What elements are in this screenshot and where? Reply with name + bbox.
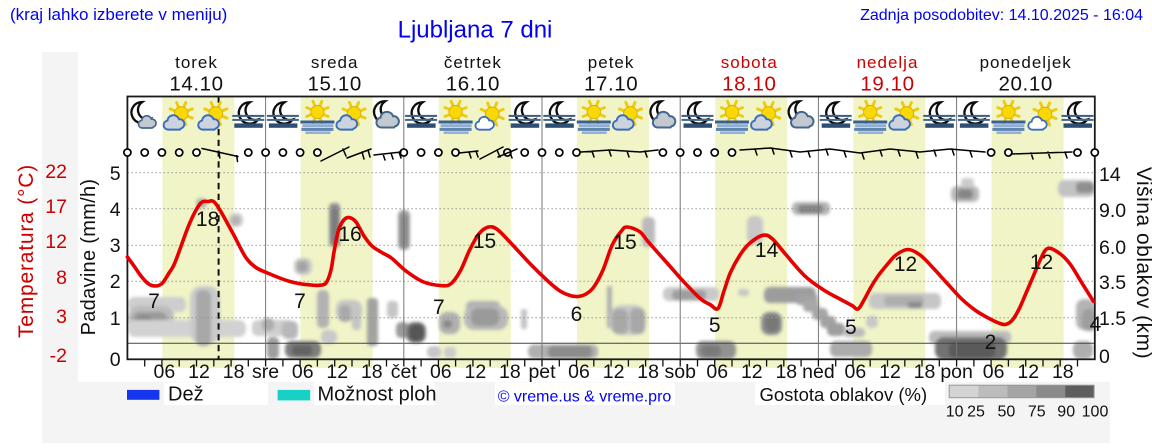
svg-text:Višina oblakov (km): Višina oblakov (km) bbox=[1132, 167, 1152, 359]
svg-text:25: 25 bbox=[967, 404, 985, 421]
svg-text:06: 06 bbox=[983, 361, 1005, 383]
svg-text:20.10: 20.10 bbox=[999, 73, 1053, 96]
svg-text:18: 18 bbox=[637, 361, 659, 383]
svg-text:18: 18 bbox=[223, 361, 245, 383]
svg-text:Padavine (mm/h): Padavine (mm/h) bbox=[78, 179, 100, 336]
svg-text:22: 22 bbox=[45, 161, 67, 183]
svg-text:sre: sre bbox=[252, 361, 279, 383]
svg-text:18: 18 bbox=[499, 361, 521, 383]
svg-text:12: 12 bbox=[1030, 251, 1053, 274]
svg-text:četrtek: četrtek bbox=[444, 53, 502, 72]
svg-text:© vreme.us & vreme.pro: © vreme.us & vreme.pro bbox=[498, 389, 672, 406]
svg-text:14: 14 bbox=[755, 239, 779, 262]
svg-text:18: 18 bbox=[196, 208, 219, 231]
svg-text:18: 18 bbox=[1052, 361, 1074, 383]
svg-text:0: 0 bbox=[1099, 346, 1110, 368]
svg-text:16.10: 16.10 bbox=[446, 73, 500, 96]
svg-text:100: 100 bbox=[1082, 404, 1109, 421]
svg-text:petek: petek bbox=[588, 53, 635, 72]
svg-text:ned: ned bbox=[802, 361, 835, 383]
svg-text:7: 7 bbox=[294, 290, 306, 313]
svg-text:90: 90 bbox=[1057, 404, 1075, 421]
svg-text:12: 12 bbox=[1017, 361, 1039, 383]
svg-text:14: 14 bbox=[1099, 164, 1121, 186]
svg-text:ponedeljek: ponedeljek bbox=[980, 53, 1072, 72]
svg-text:12: 12 bbox=[603, 361, 625, 383]
svg-text:15: 15 bbox=[473, 230, 496, 253]
svg-text:7: 7 bbox=[433, 296, 445, 319]
svg-text:Zadnja posodobitev: 14.10.2025: Zadnja posodobitev: 14.10.2025 - 16:04 bbox=[860, 7, 1143, 24]
svg-text:06: 06 bbox=[706, 361, 728, 383]
svg-text:2: 2 bbox=[985, 331, 997, 354]
svg-text:06: 06 bbox=[430, 361, 452, 383]
svg-text:12: 12 bbox=[188, 361, 210, 383]
svg-text:sobota: sobota bbox=[721, 53, 778, 72]
svg-text:Temperatura (°C): Temperatura (°C) bbox=[15, 164, 38, 338]
svg-text:2: 2 bbox=[110, 271, 121, 293]
svg-text:06: 06 bbox=[845, 361, 867, 383]
svg-text:12: 12 bbox=[45, 231, 67, 253]
svg-text:sreda: sreda bbox=[311, 53, 359, 72]
svg-text:17.10: 17.10 bbox=[584, 73, 638, 96]
svg-text:1: 1 bbox=[110, 308, 121, 330]
svg-text:18: 18 bbox=[775, 361, 797, 383]
svg-text:nedelja: nedelja bbox=[857, 53, 919, 72]
svg-text:5: 5 bbox=[845, 316, 857, 339]
svg-text:5: 5 bbox=[709, 314, 721, 337]
svg-text:12: 12 bbox=[326, 361, 348, 383]
svg-text:sob: sob bbox=[664, 361, 696, 383]
svg-text:-2: -2 bbox=[50, 345, 67, 367]
svg-text:16: 16 bbox=[338, 223, 361, 246]
svg-text:12: 12 bbox=[879, 361, 901, 383]
svg-text:12: 12 bbox=[465, 361, 487, 383]
svg-text:18.10: 18.10 bbox=[722, 73, 776, 96]
svg-text:pet: pet bbox=[528, 361, 556, 383]
svg-text:17: 17 bbox=[45, 196, 67, 218]
svg-text:Dež: Dež bbox=[168, 384, 204, 406]
svg-text:4: 4 bbox=[1090, 313, 1102, 336]
svg-text:3: 3 bbox=[110, 235, 121, 257]
svg-text:4: 4 bbox=[110, 199, 121, 221]
svg-text:18: 18 bbox=[361, 361, 383, 383]
svg-text:18: 18 bbox=[914, 361, 936, 383]
svg-text:torek: torek bbox=[175, 53, 218, 72]
svg-text:8: 8 bbox=[56, 267, 67, 289]
svg-text:7: 7 bbox=[148, 290, 160, 313]
svg-text:19.10: 19.10 bbox=[860, 73, 914, 96]
svg-text:15: 15 bbox=[613, 231, 636, 254]
svg-text:06: 06 bbox=[292, 361, 314, 383]
svg-text:Gostota oblakov (%): Gostota oblakov (%) bbox=[760, 384, 928, 405]
svg-text:12: 12 bbox=[741, 361, 763, 383]
svg-text:75: 75 bbox=[1028, 404, 1046, 421]
svg-text:6: 6 bbox=[571, 303, 583, 326]
svg-text:15.10: 15.10 bbox=[308, 73, 362, 96]
svg-text:06: 06 bbox=[154, 361, 176, 383]
svg-text:5: 5 bbox=[110, 163, 121, 185]
svg-text:9.0: 9.0 bbox=[1099, 200, 1126, 222]
svg-text:6.0: 6.0 bbox=[1099, 237, 1126, 259]
svg-text:pon: pon bbox=[940, 361, 973, 383]
svg-text:50: 50 bbox=[998, 404, 1016, 421]
svg-text:06: 06 bbox=[568, 361, 590, 383]
svg-text:3: 3 bbox=[56, 306, 67, 328]
svg-text:Možnost ploh: Možnost ploh bbox=[318, 384, 437, 406]
svg-text:3.5: 3.5 bbox=[1099, 272, 1126, 294]
svg-text:14.10: 14.10 bbox=[169, 73, 223, 96]
svg-text:(kraj lahko izberete v meniju): (kraj lahko izberete v meniju) bbox=[10, 5, 227, 24]
svg-text:čet: čet bbox=[391, 361, 418, 383]
svg-text:12: 12 bbox=[894, 253, 917, 276]
svg-text:0: 0 bbox=[110, 349, 121, 371]
svg-text:Ljubljana 7 dni: Ljubljana 7 dni bbox=[398, 17, 553, 44]
svg-text:10: 10 bbox=[946, 404, 964, 421]
svg-text:1.5: 1.5 bbox=[1099, 308, 1126, 330]
